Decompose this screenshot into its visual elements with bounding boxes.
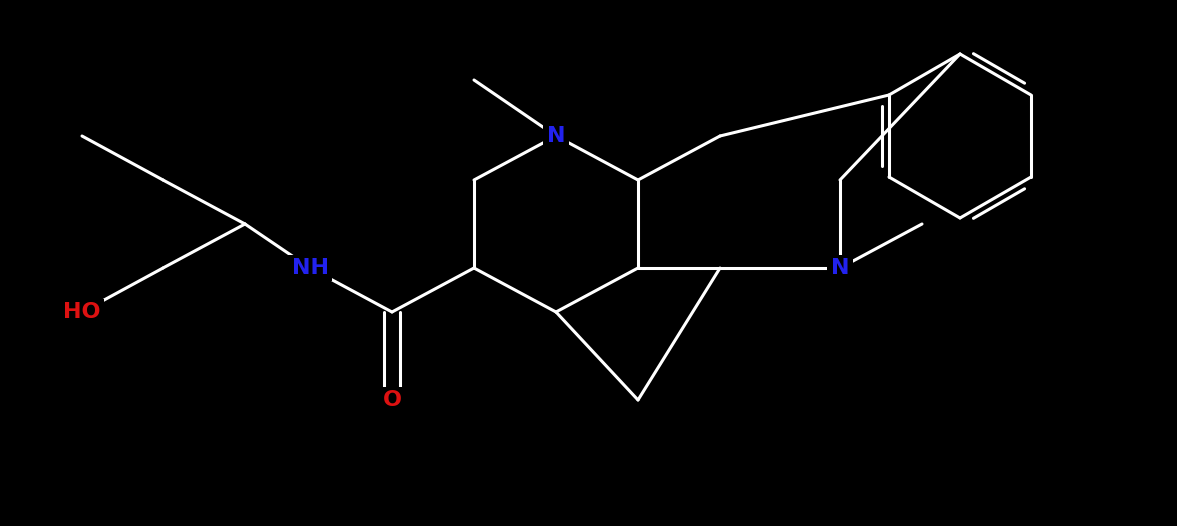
- Text: N: N: [547, 126, 565, 146]
- Text: N: N: [831, 258, 850, 278]
- Text: HO: HO: [64, 302, 101, 322]
- Text: O: O: [383, 390, 401, 410]
- Text: NH: NH: [292, 258, 328, 278]
